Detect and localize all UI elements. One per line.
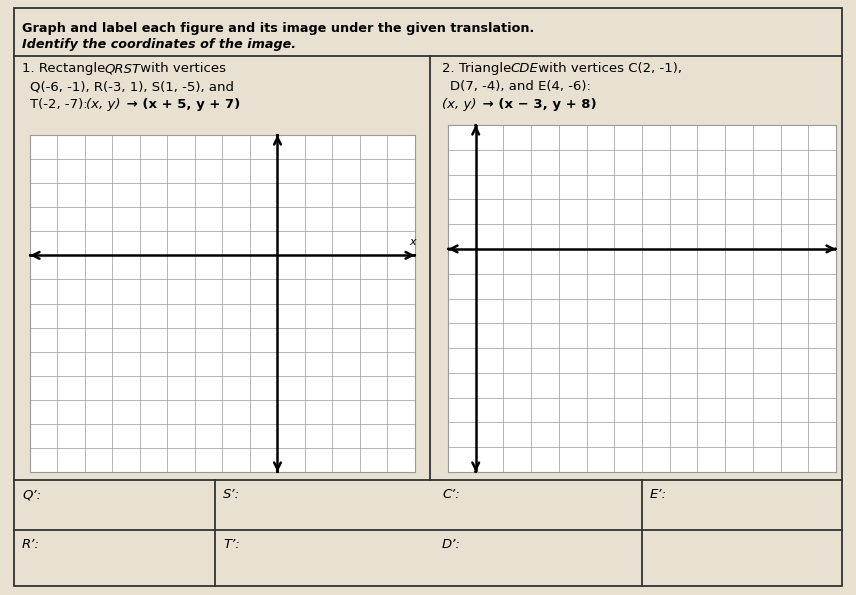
Text: Q’:: Q’: [22,488,41,501]
Text: R’:: R’: [22,538,40,551]
Text: QRST: QRST [104,62,140,75]
Text: T(-2, -7):: T(-2, -7): [30,98,92,111]
Text: → (x − 3, y + 8): → (x − 3, y + 8) [478,98,597,111]
Text: 1. Rectangle: 1. Rectangle [22,62,110,75]
Text: Identify the coordinates of the image.: Identify the coordinates of the image. [22,38,296,51]
Text: D(7, -4), and E(4, -6):: D(7, -4), and E(4, -6): [450,80,591,93]
Text: with vertices C(2, -1),: with vertices C(2, -1), [534,62,682,75]
Text: D’:: D’: [442,538,461,551]
Text: T’:: T’: [223,538,240,551]
Text: C’:: C’: [442,488,460,501]
Text: S’:: S’: [223,488,241,501]
Text: with vertices: with vertices [136,62,226,75]
Text: 2. Triangle: 2. Triangle [442,62,515,75]
Text: (x, y): (x, y) [86,98,121,111]
Text: (x, y): (x, y) [442,98,477,111]
Text: Q(-6, -1), R(-3, 1), S(1, -5), and: Q(-6, -1), R(-3, 1), S(1, -5), and [30,80,234,93]
Text: E’:: E’: [650,488,667,501]
Text: x: x [409,237,416,247]
Text: Graph and label each figure and its image under the given translation.: Graph and label each figure and its imag… [22,22,534,35]
Text: → (x + 5, y + 7): → (x + 5, y + 7) [122,98,241,111]
Text: CDE: CDE [510,62,538,75]
